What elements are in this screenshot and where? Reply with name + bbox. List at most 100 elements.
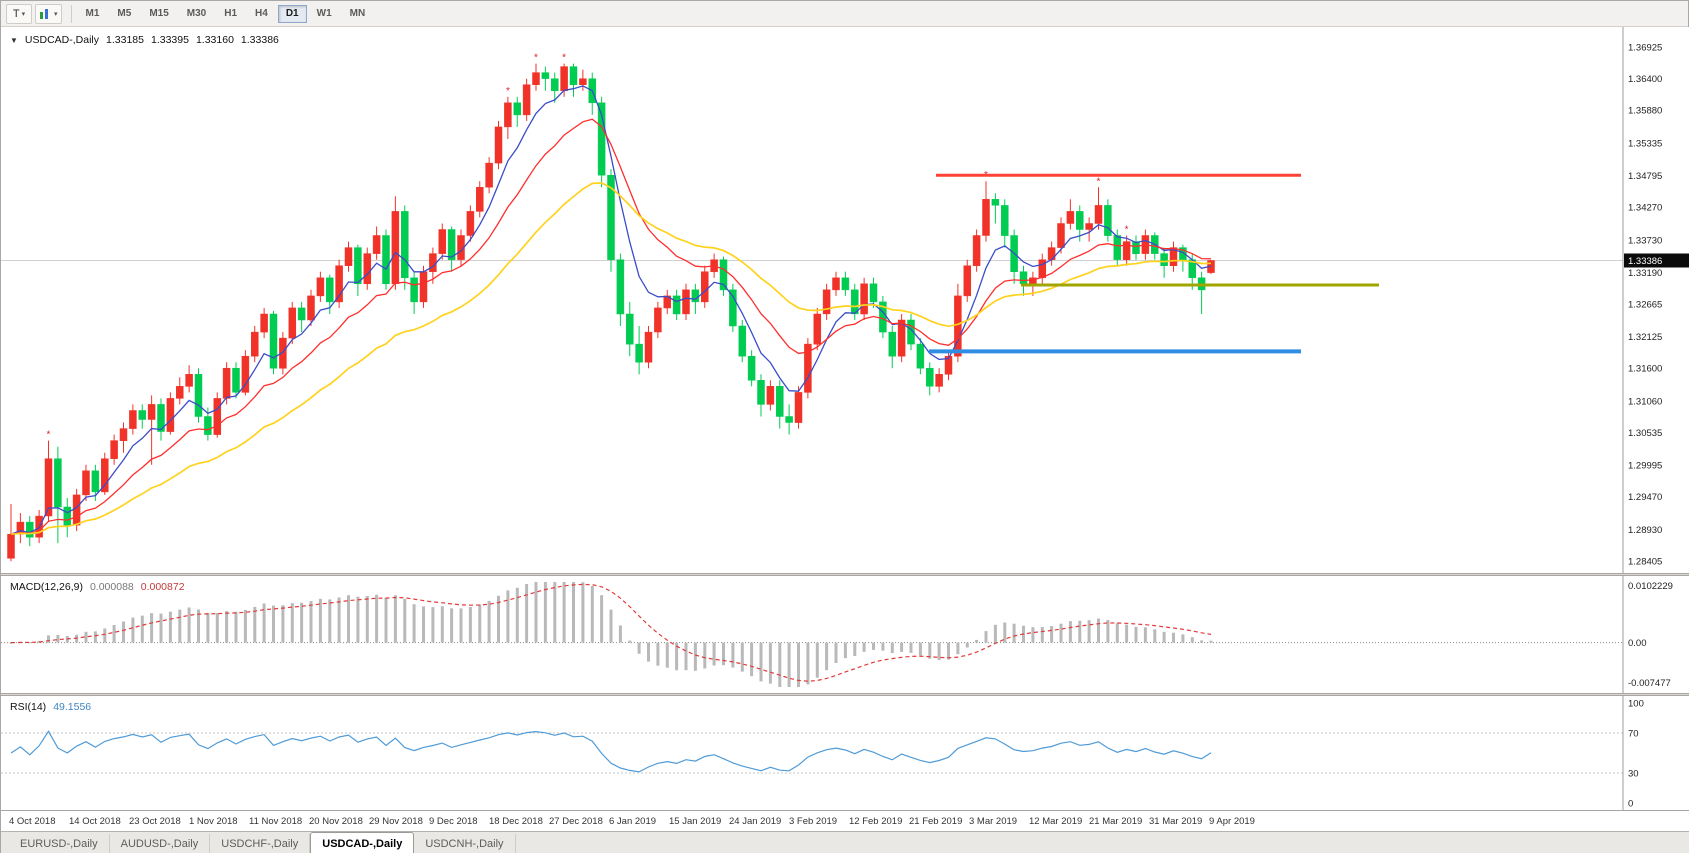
svg-text:*: * <box>1125 225 1129 236</box>
symbol-title: USDCAD-,Daily <box>24 34 100 46</box>
rsi-axis-tick: 0 <box>1628 799 1633 810</box>
date-axis-label: 11 Nov 2018 <box>249 816 303 827</box>
date-axis-label: 15 Jan 2019 <box>669 816 722 827</box>
price-axis-tick: 1.36400 <box>1628 74 1662 85</box>
tab-usdchf-daily[interactable]: USDCHF-,Daily <box>210 834 311 853</box>
svg-text:*: * <box>506 86 510 97</box>
date-axis-label: 6 Jan 2019 <box>609 816 657 827</box>
rsi-canvas[interactable]: 100 70 30 0 <box>1 696 1689 810</box>
tf-button-m1[interactable]: M1 <box>85 8 100 19</box>
rsi-axis-tick: 70 <box>1628 729 1639 740</box>
price-axis-tick: 1.32665 <box>1628 300 1662 311</box>
rsi-label: RSI(14) 49.1556 <box>10 701 91 713</box>
price-axis-tick: 1.28930 <box>1628 525 1662 536</box>
price-axis-tick: 1.34270 <box>1628 203 1662 214</box>
price-axis-tick: 1.35880 <box>1628 106 1662 117</box>
price-axis-tick: 1.36925 <box>1628 43 1662 54</box>
tf-button-h1[interactable]: H1 <box>224 8 238 19</box>
macd-canvas[interactable]: 0.0102229 0.00 -0.007477 <box>1 576 1689 693</box>
date-axis-label: 21 Feb 2019 <box>909 816 963 827</box>
price-axis-tick: 1.31600 <box>1628 364 1662 375</box>
chart-tab-bar: EURUSD-,Daily AUDUSD-,Daily USDCHF-,Daily U… <box>1 831 1689 853</box>
ma-slow-line <box>10 182 1212 536</box>
price-axis-tick: 1.28405 <box>1628 557 1662 568</box>
ma-fast-line <box>10 85 1212 535</box>
price-chart-canvas[interactable]: *******1.369251.364001.358801.353351.347… <box>1 27 1689 573</box>
chart-objects-button[interactable]: ▾ <box>35 3 62 24</box>
tab-usdcad-daily[interactable]: USDCAD-,Daily <box>310 832 415 853</box>
date-axis-label: 27 Dec 2018 <box>549 816 603 827</box>
toolbar-separator <box>70 4 72 23</box>
macd-signal-value: 0.000872 <box>140 581 185 593</box>
date-axis-label: 23 Oct 2018 <box>129 816 181 827</box>
tf-button-m15[interactable]: M15 <box>149 8 169 19</box>
date-axis-label: 18 Dec 2018 <box>489 816 543 827</box>
price-axis-tick: 1.34795 <box>1628 171 1662 182</box>
date-axis-label: 21 Mar 2019 <box>1089 816 1143 827</box>
macd-name: MACD(12,26,9) <box>10 581 83 593</box>
tf-button-d1[interactable]: D1 <box>277 4 307 23</box>
rsi-name: RSI(14) <box>10 701 47 713</box>
date-axis-label: 12 Mar 2019 <box>1029 816 1083 827</box>
tab-usdcnh-daily[interactable]: USDCNH-,Daily <box>414 834 516 853</box>
macd-main-value: 0.000088 <box>89 581 134 593</box>
chart-objects-icon <box>40 8 48 19</box>
date-axis-label: 12 Feb 2019 <box>849 816 903 827</box>
rsi-axis-tick: 100 <box>1628 699 1644 710</box>
macd-axis-tick: -0.007477 <box>1628 678 1671 689</box>
tf-button-w1[interactable]: W1 <box>316 8 332 19</box>
tab-eurusd-daily[interactable]: EURUSD-,Daily <box>9 834 110 853</box>
rsi-indicator-panel: 100 70 30 0 RSI(14) 49.1556 <box>1 693 1689 810</box>
date-axis-label: 3 Mar 2019 <box>969 816 1018 827</box>
date-axis-label: 4 Oct 2018 <box>9 816 56 827</box>
macd-axis-tick: 0.00 <box>1628 638 1647 649</box>
ohlc-open: 1.33185 <box>106 34 144 46</box>
tf-button-h4[interactable]: H4 <box>255 8 268 19</box>
price-axis-tick: 1.33730 <box>1628 235 1662 246</box>
ohlc-close: 1.33386 <box>240 34 279 46</box>
panel-splitter[interactable] <box>1 693 1689 696</box>
svg-text:*: * <box>562 53 566 64</box>
rsi-line <box>10 730 1212 773</box>
rsi-axis-tick: 30 <box>1628 769 1639 780</box>
macd-axis-tick: 0.0102229 <box>1628 581 1673 592</box>
price-axis-tick: 1.29470 <box>1628 492 1662 503</box>
svg-text:*: * <box>1097 176 1101 187</box>
tab-audusd-daily[interactable]: AUDUSD-,Daily <box>110 834 211 853</box>
macd-indicator-panel: 0.0102229 0.00 -0.007477 MACD(12,26,9) 0.0… <box>1 573 1689 693</box>
tf-button-mn[interactable]: MN <box>349 8 366 19</box>
ma-medium-line <box>10 118 1212 535</box>
price-axis-tick: 1.33190 <box>1628 268 1662 279</box>
price-axis-tick: 1.29995 <box>1628 461 1662 472</box>
tf-button-m5[interactable]: M5 <box>117 8 132 19</box>
timeframe-group: M1 M5 M15 M30 H1 H4 D1 W1 MN <box>78 4 374 23</box>
date-axis-label: 14 Oct 2018 <box>69 816 121 827</box>
price-chart-panel: *******1.369251.364001.358801.353351.347… <box>1 27 1689 573</box>
chart-header: ▼ USDCAD-,Daily 1.33185 1.33395 1.33160 … <box>10 34 279 46</box>
price-axis-tick: 1.32125 <box>1628 332 1662 343</box>
date-axis-label: 29 Nov 2018 <box>369 816 423 827</box>
price-axis-tick: 1.30535 <box>1628 428 1662 439</box>
date-axis-label: 9 Apr 2019 <box>1209 816 1255 827</box>
svg-text:*: * <box>47 430 51 441</box>
current-price-badge <box>1624 253 1689 268</box>
svg-text:*: * <box>534 53 538 64</box>
price-axis-tick: 1.35335 <box>1628 138 1662 149</box>
peak-markers-layer: ******* <box>47 53 1129 441</box>
tf-button-m30[interactable]: M30 <box>186 8 207 19</box>
date-axis-label: 31 Mar 2019 <box>1149 816 1203 827</box>
ohlc-high: 1.33395 <box>150 34 189 46</box>
macd-label: MACD(12,26,9) 0.000088 0.000872 <box>10 581 185 593</box>
symbol-dropdown-icon[interactable]: ▼ <box>10 35 18 45</box>
ohlc-low: 1.33160 <box>195 34 234 46</box>
templates-icon: T <box>12 7 20 20</box>
templates-button[interactable]: T ▾ <box>6 3 32 24</box>
chevron-down-icon: ▾ <box>21 10 26 18</box>
price-axis-tick: 1.31060 <box>1628 396 1662 407</box>
date-axis-label: 9 Dec 2018 <box>429 816 478 827</box>
panel-splitter[interactable] <box>1 573 1689 576</box>
macd-histogram <box>9 582 1213 687</box>
date-axis[interactable]: 4 Oct 2018 14 Oct 2018 23 Oct 2018 1 Nov 20… <box>1 810 1689 831</box>
date-axis-label: 1 Nov 2018 <box>189 816 238 827</box>
